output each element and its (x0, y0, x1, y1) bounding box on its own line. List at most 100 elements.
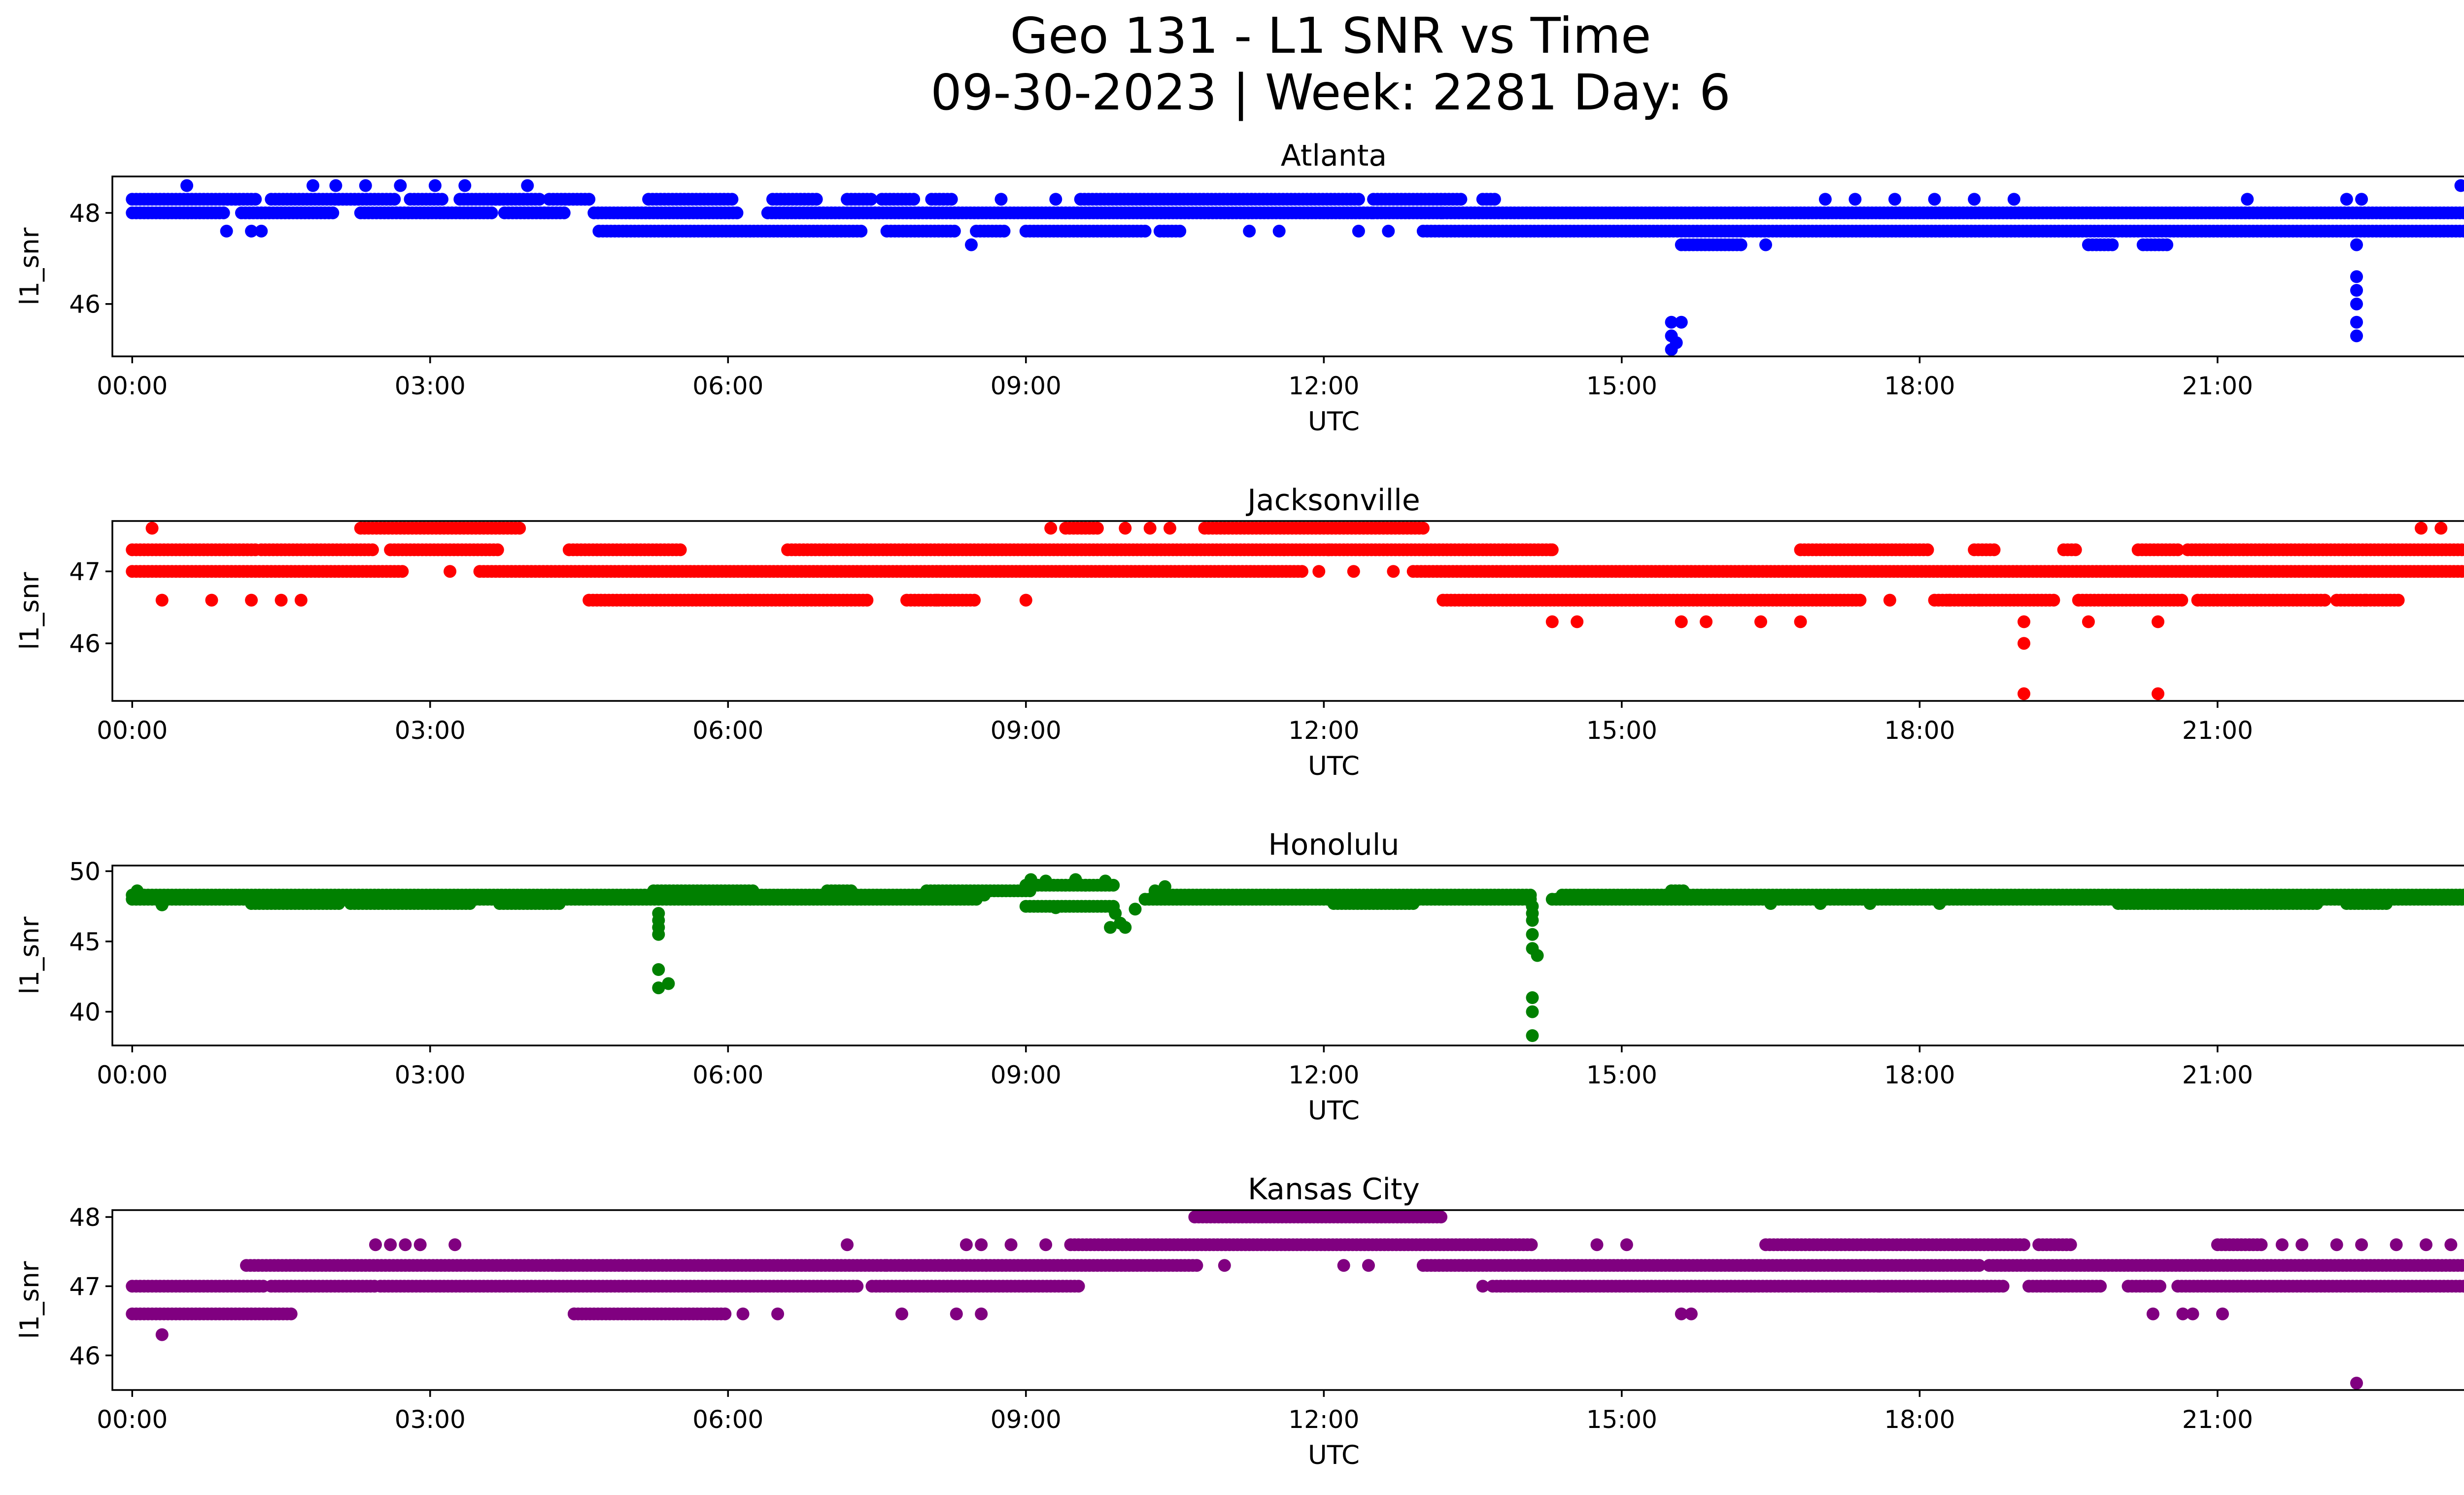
data-point (1818, 193, 1832, 206)
x-tick-label: 06:00 (692, 1061, 763, 1089)
x-tick-label: 03:00 (395, 372, 466, 400)
data-point (1099, 874, 1112, 888)
data-point (1677, 884, 1690, 898)
data-point (2241, 193, 2254, 206)
data-point (1943, 593, 1956, 607)
x-tick-label: 06:00 (692, 372, 763, 400)
data-point (1764, 897, 1778, 910)
x-tick-label: 21:00 (2182, 372, 2253, 400)
data-point (1352, 224, 1365, 238)
data-point (851, 1280, 864, 1293)
data-point (1888, 193, 1901, 206)
data-point (2152, 687, 2164, 700)
data-point (145, 522, 159, 535)
data-point (1072, 1280, 1085, 1293)
data-point (1848, 193, 1862, 206)
y-tick-label: 47 (69, 557, 101, 586)
data-point (220, 224, 233, 238)
x-tick-label: 15:00 (1586, 1061, 1657, 1089)
data-point (444, 565, 457, 578)
data-point (396, 565, 409, 578)
x-tick-label: 00:00 (97, 372, 168, 400)
data-point (2007, 193, 2020, 206)
data-point (1158, 880, 1171, 893)
data-point (1416, 522, 1430, 535)
data-point (155, 593, 169, 607)
data-point (2350, 315, 2363, 329)
data-point (1883, 593, 1896, 607)
data-point (948, 224, 961, 238)
data-point (582, 193, 596, 206)
data-point (1759, 238, 1772, 251)
data-point (1488, 193, 1501, 206)
data-point (255, 224, 268, 238)
data-point (294, 593, 308, 607)
data-point (2350, 238, 2363, 251)
data-point (1700, 615, 1713, 628)
data-point (2047, 593, 2060, 607)
x-tick-label: 15:00 (1586, 372, 1657, 400)
data-point (332, 897, 345, 910)
data-point (1675, 315, 1688, 329)
x-tick-label: 18:00 (1884, 1061, 1955, 1089)
data-point (463, 897, 477, 910)
figure-title-line2: 09-30-2023 | Week: 2281 Day: 6 (930, 64, 1730, 121)
x-tick-label: 09:00 (991, 1061, 1061, 1089)
x-tick-label: 21:00 (2182, 1061, 2253, 1089)
data-point (249, 193, 262, 206)
data-point (1352, 193, 1365, 206)
data-point (2018, 687, 2030, 700)
data-point (1968, 193, 1981, 206)
data-point (394, 179, 407, 192)
data-point (1921, 543, 1934, 556)
data-point (1039, 874, 1053, 888)
data-point (513, 522, 526, 535)
data-point (274, 593, 288, 607)
data-point (725, 193, 739, 206)
data-point (1526, 914, 1539, 927)
data-point (1853, 593, 1867, 607)
data-point (326, 206, 340, 219)
y-tick-label: 46 (69, 629, 101, 658)
data-point (388, 193, 401, 206)
data-point (1996, 1280, 2010, 1293)
data-point (1138, 224, 1152, 238)
data-point (968, 593, 981, 607)
data-point (860, 593, 874, 607)
data-point (864, 193, 878, 206)
data-point (2434, 522, 2448, 535)
data-point (1312, 565, 1326, 578)
data-point (1296, 565, 1308, 578)
data-point (2461, 226, 2464, 237)
data-point (1173, 224, 1187, 238)
data-point (1933, 897, 1946, 910)
data-point (1571, 615, 1584, 628)
data-point (2350, 297, 2363, 311)
data-point (1526, 991, 1539, 1004)
data-point (131, 884, 144, 898)
x-tick-label: 06:00 (692, 716, 763, 745)
data-point (945, 193, 958, 206)
data-point (2392, 593, 2405, 607)
data-point (994, 193, 1008, 206)
data-point (1243, 224, 1256, 238)
data-point (1049, 901, 1062, 914)
data-point (1928, 193, 1941, 206)
x-tick-label: 18:00 (1884, 716, 1955, 745)
x-tick-label: 12:00 (1288, 1061, 1359, 1089)
x-tick-label: 12:00 (1288, 716, 1359, 745)
x-tick-label: 12:00 (1288, 372, 1359, 400)
scatter-points (126, 522, 2464, 700)
data-point (2018, 637, 2030, 650)
data-point (746, 884, 759, 898)
data-point (1198, 888, 1211, 902)
data-point (436, 193, 448, 206)
data-point (2171, 543, 2185, 556)
x-tick-label: 09:00 (991, 372, 1061, 400)
data-point (533, 193, 546, 206)
data-point (1406, 897, 1420, 910)
